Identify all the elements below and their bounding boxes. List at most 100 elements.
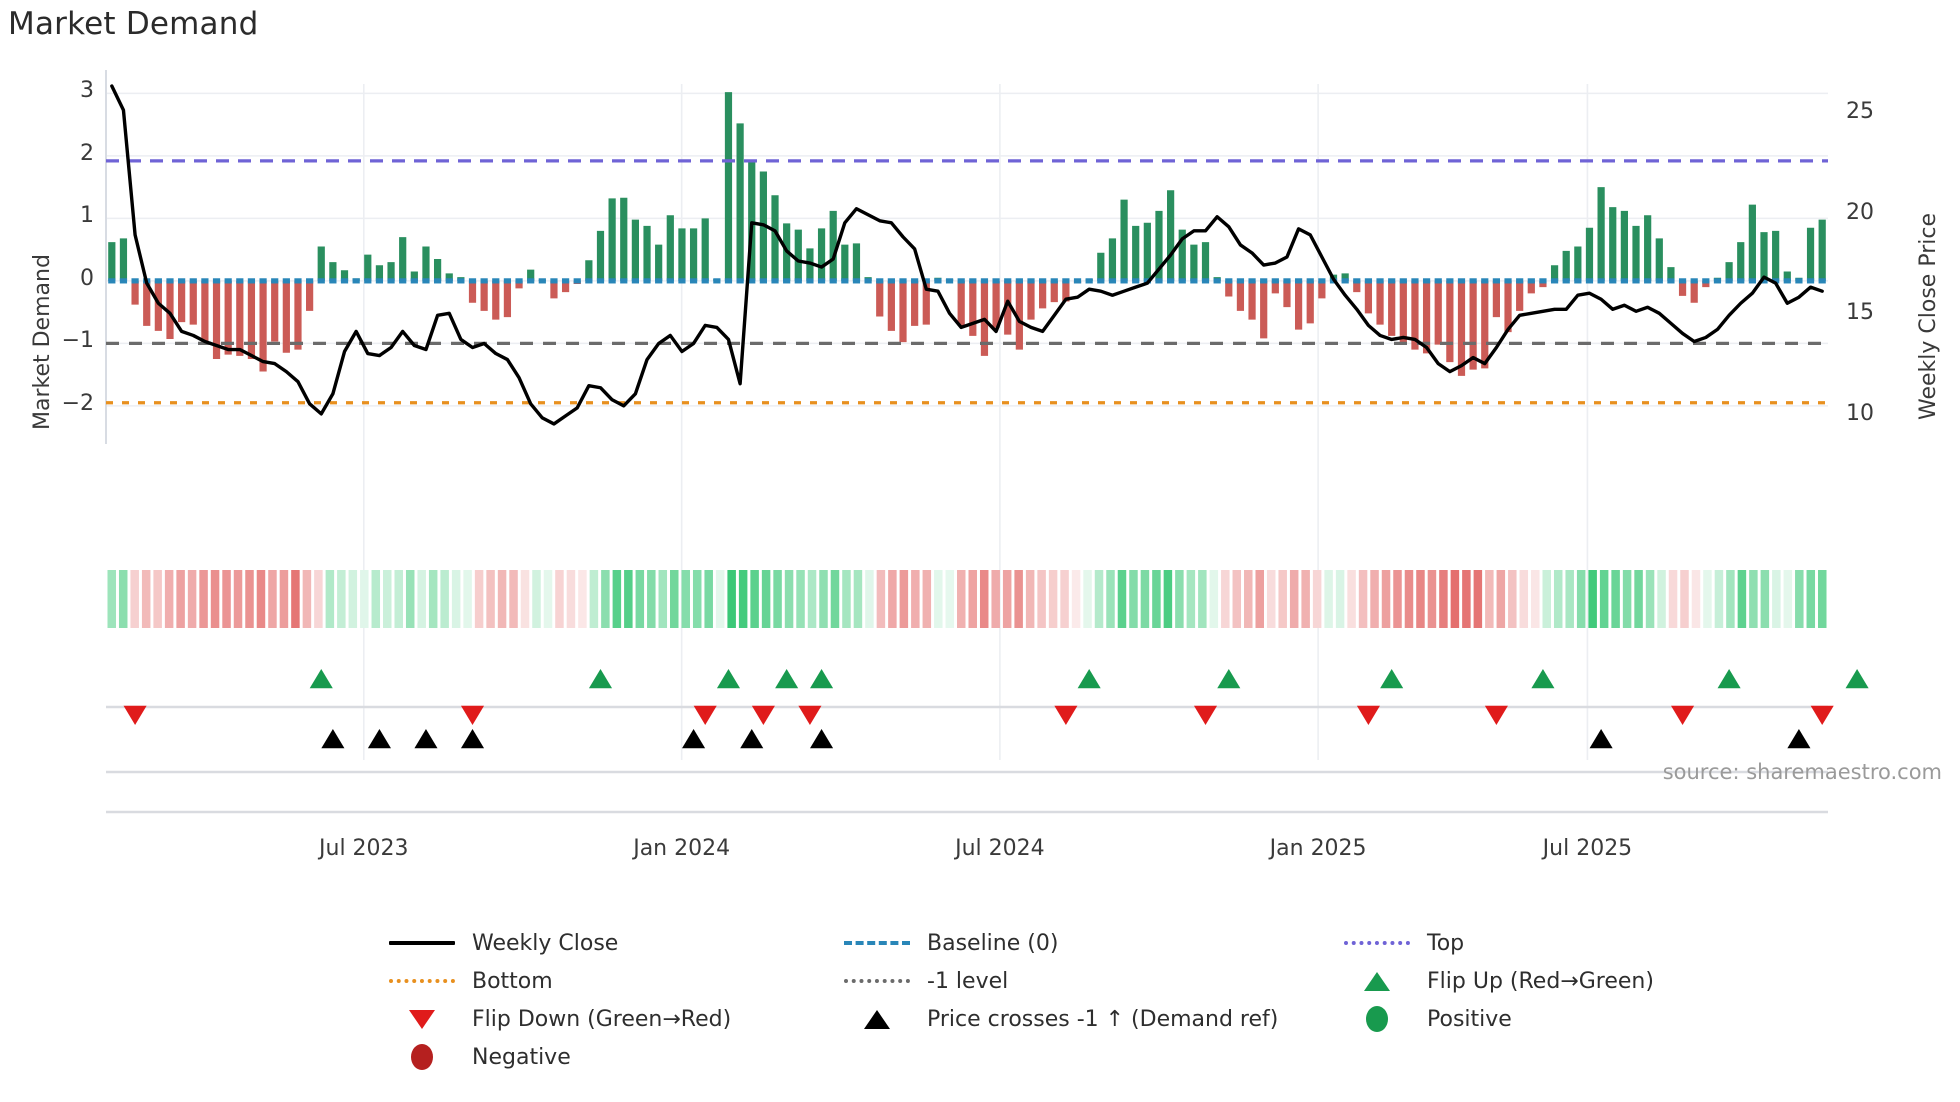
- marker-flip-down[interactable]: [1484, 705, 1508, 725]
- legend-item[interactable]: -1 level: [841, 966, 1008, 996]
- baseline-stub: [1760, 278, 1768, 284]
- dotted-line-icon: [844, 979, 910, 983]
- demand-bar-negative: [561, 280, 570, 293]
- baseline-stub: [399, 278, 407, 284]
- demand-bar-positive: [410, 271, 418, 281]
- marker-flip-down[interactable]: [1810, 705, 1834, 725]
- heatmap-cell: [1358, 570, 1368, 628]
- marker-price-cross-up[interactable]: [460, 729, 485, 749]
- marker-price-cross-up[interactable]: [682, 729, 706, 749]
- marker-flip-up[interactable]: [1717, 669, 1741, 689]
- legend-item[interactable]: Flip Down (Green→Red): [386, 1004, 731, 1034]
- marker-flip-up[interactable]: [1217, 669, 1241, 689]
- baseline-stub: [212, 278, 221, 284]
- marker-flip-down[interactable]: [1356, 705, 1380, 725]
- heatmap-cell: [371, 570, 381, 628]
- demand-bar-positive: [1097, 252, 1105, 281]
- demand-bar-negative: [154, 280, 162, 331]
- legend-item[interactable]: Baseline (0): [841, 928, 1058, 958]
- heatmap-cell: [245, 570, 254, 628]
- heatmap-cell: [451, 570, 461, 628]
- demand-bar-negative: [887, 280, 895, 331]
- marker-flip-down[interactable]: [123, 705, 147, 725]
- heatmap-cell: [1726, 570, 1735, 628]
- demand-bar-negative: [236, 280, 244, 356]
- heatmap-cell: [635, 570, 645, 628]
- baseline-stub: [1376, 278, 1384, 284]
- marker-flip-up[interactable]: [1380, 669, 1404, 689]
- marker-flip-down[interactable]: [798, 705, 822, 725]
- demand-bar-negative: [1050, 280, 1058, 303]
- heatmap-cell: [1152, 570, 1161, 628]
- marker-flip-up[interactable]: [1845, 669, 1869, 689]
- baseline-stub: [876, 278, 884, 284]
- demand-bar-negative: [1516, 280, 1524, 311]
- heatmap-cell: [1083, 570, 1092, 628]
- x-tick-label: Jan 2024: [633, 836, 731, 861]
- marker-price-cross-up[interactable]: [367, 729, 391, 749]
- demand-bar-negative: [1376, 280, 1384, 325]
- baseline-stub: [1260, 278, 1268, 284]
- baseline-stub: [1236, 278, 1245, 284]
- heatmap-cell: [268, 570, 277, 628]
- baseline-stub: [1597, 278, 1605, 284]
- marker-flip-up[interactable]: [775, 669, 799, 689]
- demand-bar-positive: [1806, 227, 1815, 281]
- heatmap-cell: [681, 570, 690, 628]
- baseline-stub: [1248, 278, 1256, 284]
- marker-price-cross-up[interactable]: [1589, 729, 1613, 749]
- heatmap-cell: [589, 570, 599, 628]
- marker-flip-down[interactable]: [1054, 705, 1078, 725]
- baseline-stub: [829, 278, 837, 284]
- baseline-stub: [329, 278, 337, 284]
- legend-item[interactable]: Negative: [386, 1042, 571, 1072]
- marker-price-cross-up[interactable]: [321, 729, 345, 749]
- legend-item[interactable]: Weekly Close: [386, 928, 618, 958]
- marker-flip-down[interactable]: [1193, 705, 1218, 725]
- legend-item[interactable]: Bottom: [386, 966, 553, 996]
- marker-flip-down[interactable]: [751, 705, 775, 725]
- legend-item[interactable]: Positive: [1341, 1004, 1512, 1034]
- heatmap-cell: [1393, 570, 1402, 628]
- marker-price-cross-up[interactable]: [810, 729, 834, 749]
- legend-label: Flip Up (Red→Green): [1427, 968, 1654, 994]
- marker-flip-up[interactable]: [716, 669, 741, 689]
- baseline-stub: [1120, 278, 1128, 284]
- marker-price-cross-up[interactable]: [414, 729, 438, 749]
- demand-bar-positive: [1201, 242, 1210, 281]
- triangle-up-icon: [864, 1009, 890, 1029]
- demand-bar-negative: [224, 280, 232, 355]
- demand-bar-negative: [1422, 280, 1431, 354]
- marker-flip-up[interactable]: [1077, 669, 1101, 689]
- marker-flip-up[interactable]: [309, 669, 333, 689]
- marker-flip-down[interactable]: [1671, 705, 1695, 725]
- heatmap-cell: [934, 570, 943, 628]
- marker-flip-up[interactable]: [588, 669, 613, 689]
- marker-price-cross-up[interactable]: [1787, 729, 1811, 749]
- demand-bar-positive: [585, 260, 593, 281]
- heatmap-cell: [256, 570, 266, 628]
- legend-item[interactable]: Top: [1341, 928, 1464, 958]
- triangle-up-icon: [1364, 971, 1390, 991]
- baseline-stub: [573, 278, 581, 284]
- heatmap-cell: [383, 570, 392, 628]
- marker-flip-down[interactable]: [460, 705, 485, 725]
- legend-item[interactable]: Flip Up (Red→Green): [1341, 966, 1654, 996]
- marker-flip-up[interactable]: [810, 669, 834, 689]
- marker-price-cross-up[interactable]: [740, 729, 764, 749]
- demand-bar-positive: [1143, 222, 1151, 281]
- demand-bar-negative: [1260, 280, 1268, 339]
- demand-bar-positive: [620, 197, 628, 281]
- baseline-stub: [1225, 278, 1233, 284]
- heatmap-cell: [1060, 570, 1069, 628]
- heatmap-cell: [1381, 570, 1391, 628]
- heatmap-cell: [360, 570, 369, 628]
- demand-bar-negative: [492, 280, 500, 320]
- legend-item[interactable]: Price crosses -1 ↑ (Demand ref): [841, 1004, 1278, 1034]
- baseline-stub: [201, 278, 209, 284]
- marker-flip-up[interactable]: [1531, 669, 1555, 689]
- baseline-stub: [1341, 278, 1349, 284]
- heatmap-cell: [1783, 570, 1793, 628]
- baseline-stub: [1132, 278, 1140, 284]
- marker-flip-down[interactable]: [693, 705, 717, 725]
